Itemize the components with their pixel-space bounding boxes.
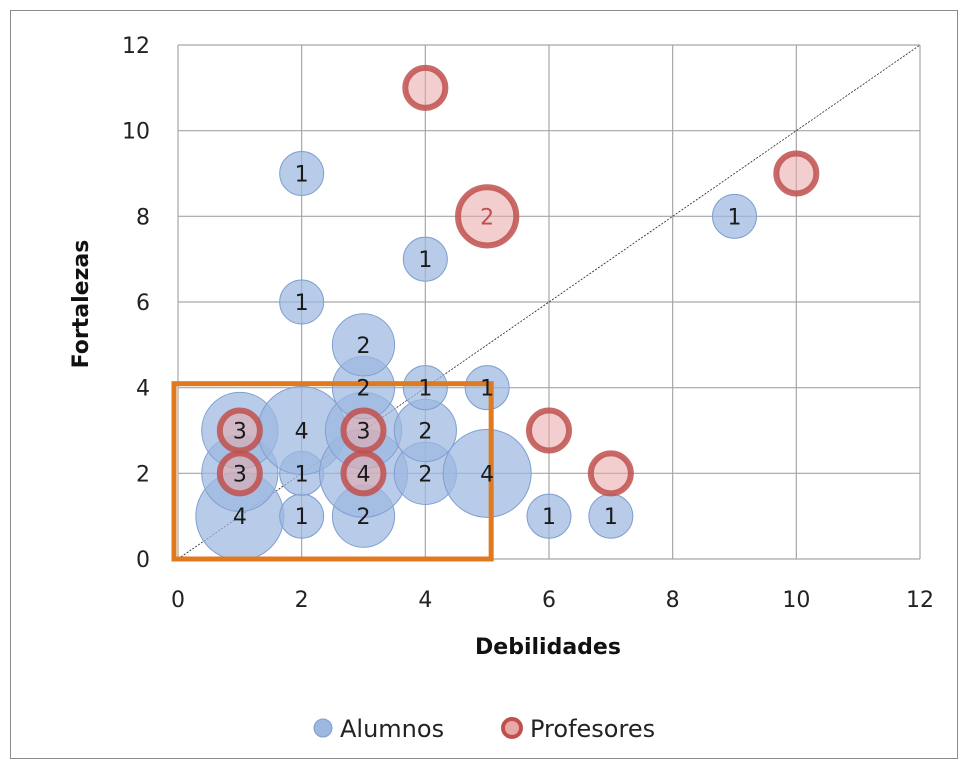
bubble-profesores [455,184,520,249]
bubble-labels: 4 3 3 1 1 4 1 1 2 4 3 2 2 2 2 1 1 4 1 1 1 1 2 [233,163,742,531]
x-tick-label: 4 [418,588,432,613]
legend-alumnos-marker [313,718,333,738]
bubble-profesores [216,407,263,454]
y-tick-label: 12 [122,34,150,59]
bubble-label-alumnos: 1 [604,505,618,530]
bubble-alumnos [331,313,396,377]
bubble-alumnos [712,193,757,239]
x-tick-label: 10 [782,588,810,613]
bubble-profesores [773,150,820,197]
y-tick-label: 10 [122,120,150,145]
bubble-alumnos [279,279,325,325]
y-tick-label: 8 [136,205,150,230]
x-tick-label: 12 [906,588,934,613]
x-axis-title: Debilidades [475,635,621,660]
y-tick-label: 4 [136,377,150,402]
bubble-label-alumnos: 3 [233,420,247,445]
bubble-profesores [402,64,449,111]
bubble-alumnos [442,428,532,518]
bubble-label-alumnos: 4 [233,505,247,530]
bubble-label-alumnos: 2 [357,505,371,530]
bubble-label-alumnos: 3 [357,420,371,445]
x-tick-label: 0 [171,588,185,613]
y-tick-label: 2 [136,462,150,487]
bubble-profesores [526,407,572,454]
legend-profesores-label: Profesores [530,715,655,743]
bubble-label-alumnos: 1 [295,163,309,188]
series-profesores [216,64,820,497]
x-axis-ticks: 0 2 4 6 8 10 12 [171,588,934,613]
bubble-alumnos [402,365,448,411]
bubble-label-alumnos: 2 [418,462,432,487]
bubble-alumnos [526,493,572,539]
bubble-alumnos [279,151,325,196]
bubble-label-alumnos: 1 [295,505,309,530]
bubble-label-alumnos: 3 [233,462,247,487]
bubble-label-alumnos: 1 [295,291,309,316]
legend: Alumnos Profesores [313,715,655,743]
bubble-alumnos [464,365,510,411]
bubble-profesores [587,450,634,497]
bubble-label-alumnos: 1 [728,205,742,230]
legend-alumnos-label: Alumnos [340,715,444,743]
bubble-label-alumnos: 4 [295,420,309,445]
bubble-alumnos [402,236,448,282]
x-tick-label: 2 [295,588,309,613]
bubble-label-alumnos: 2 [418,420,432,445]
y-axis-ticks: 0 2 4 6 8 10 12 [122,34,150,573]
bubble-profesores [340,407,387,454]
y-tick-label: 0 [136,548,150,573]
y-axis-title: Fortalezas [69,240,94,369]
highlight-box [171,381,494,562]
bubble-label-alumnos: 1 [295,462,309,487]
bubble-label-alumnos: 1 [480,377,494,402]
bubble-label-profesores: 2 [480,205,494,230]
bubble-label-alumnos: 1 [418,248,432,273]
bubble-label-alumnos: 4 [357,462,371,487]
x-tick-label: 8 [666,588,680,613]
bubble-label-alumnos: 2 [357,334,371,359]
bubble-label-alumnos: 1 [418,377,432,402]
bubble-label-alumnos: 1 [542,505,556,530]
bubble-label-alumnos: 4 [480,462,494,487]
bubble-label-alumnos: 2 [357,377,371,402]
x-tick-label: 6 [542,588,556,613]
legend-profesores-marker [501,717,523,739]
y-tick-label: 6 [136,291,150,316]
